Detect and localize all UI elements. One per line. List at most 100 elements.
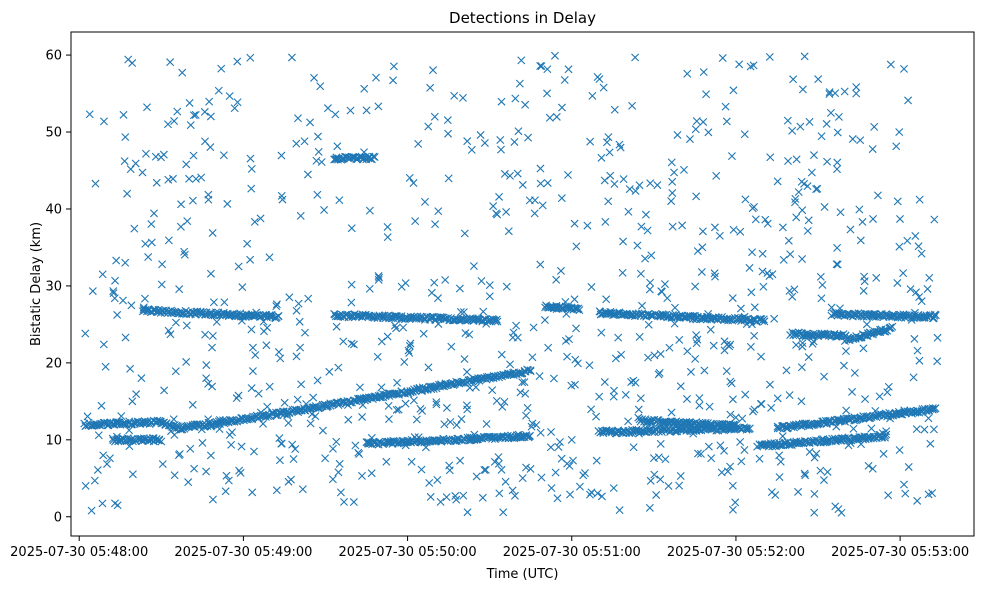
data-point-x-marker — [824, 416, 833, 425]
data-point-x-marker — [546, 443, 555, 452]
data-point-x-marker — [859, 286, 868, 295]
data-point-x-marker — [331, 110, 340, 119]
data-point-x-marker — [168, 174, 177, 183]
data-point-x-marker — [834, 332, 843, 341]
y-tick-label: 60 — [45, 49, 62, 64]
data-point-x-marker — [797, 397, 806, 406]
data-point-x-marker — [645, 503, 654, 512]
data-point-x-marker — [460, 229, 469, 238]
data-point-x-marker — [692, 117, 701, 126]
data-point-x-marker — [409, 179, 418, 188]
data-point-x-marker — [702, 90, 711, 99]
data-point-x-marker — [217, 64, 226, 73]
data-point-x-marker — [614, 333, 623, 342]
data-point-x-marker — [98, 499, 107, 508]
data-point-x-marker — [349, 340, 358, 349]
data-point-x-marker — [348, 153, 357, 162]
data-point-x-marker — [765, 380, 774, 389]
data-point-x-marker — [650, 470, 659, 479]
data-point-x-marker — [867, 424, 876, 433]
data-point-x-marker — [137, 374, 146, 383]
data-point-x-marker — [560, 76, 569, 84]
data-point-x-marker — [798, 206, 807, 215]
data-point-x-marker — [700, 366, 709, 375]
data-point-x-marker — [131, 159, 140, 168]
data-point-x-marker — [427, 288, 436, 297]
x-tick-label: 2025-07-30 05:52:00 — [667, 545, 805, 560]
data-point-x-marker — [127, 301, 136, 310]
data-point-x-marker — [478, 316, 487, 325]
data-point-x-marker — [522, 432, 531, 441]
x-tick-label: 2025-07-30 05:53:00 — [831, 545, 969, 560]
data-point-x-marker — [99, 340, 108, 349]
data-point-x-marker — [911, 232, 920, 240]
data-point-x-marker — [816, 466, 825, 475]
data-point-x-marker — [287, 53, 296, 62]
y-tick-label: 20 — [45, 356, 62, 371]
data-point-x-marker — [247, 325, 256, 334]
data-point-x-marker — [334, 468, 343, 477]
data-point-x-marker — [923, 284, 932, 293]
data-point-x-marker — [496, 136, 505, 144]
data-point-x-marker — [543, 65, 552, 74]
data-point-x-marker — [247, 384, 256, 393]
data-point-x-marker — [738, 414, 747, 423]
data-point-x-marker — [618, 268, 627, 277]
data-point-x-marker — [130, 224, 139, 233]
data-point-x-marker — [817, 132, 826, 141]
data-point-x-marker — [595, 392, 604, 401]
data-point-x-marker — [751, 215, 760, 224]
data-point-x-marker — [879, 449, 888, 458]
data-point-x-marker — [293, 114, 302, 123]
data-point-x-marker — [430, 112, 439, 121]
data-point-x-marker — [729, 86, 738, 95]
data-points — [80, 51, 942, 517]
data-point-x-marker — [810, 508, 819, 517]
data-point-x-marker — [288, 440, 297, 449]
data-point-x-marker — [360, 84, 369, 93]
data-point-x-marker — [197, 173, 206, 182]
data-point-x-marker — [346, 106, 355, 115]
data-point-x-marker — [121, 133, 130, 142]
data-point-x-marker — [109, 289, 118, 298]
data-point-x-marker — [309, 393, 318, 402]
data-point-x-marker — [833, 260, 842, 269]
data-point-x-marker — [292, 139, 301, 148]
data-point-x-marker — [416, 404, 425, 413]
data-point-x-marker — [223, 199, 232, 208]
data-point-x-marker — [259, 419, 268, 428]
data-point-x-marker — [180, 250, 189, 259]
data-point-x-marker — [518, 180, 527, 189]
data-point-x-marker — [426, 313, 435, 322]
data-point-x-marker — [124, 55, 133, 64]
x-axis-ticks: 2025-07-30 05:48:00 2025-07-30 05:49:00 20… — [10, 536, 969, 560]
data-point-x-marker — [551, 468, 560, 477]
data-point-x-marker — [904, 462, 913, 471]
data-point-x-marker — [123, 189, 132, 198]
data-point-x-marker — [300, 137, 309, 146]
data-point-x-marker — [834, 112, 843, 121]
data-point-x-marker — [535, 372, 544, 381]
data-point-x-marker — [83, 412, 92, 421]
data-point-x-marker — [621, 390, 630, 399]
data-point-x-marker — [656, 475, 665, 484]
data-point-x-marker — [469, 262, 478, 271]
data-point-x-marker — [930, 215, 939, 224]
data-point-x-marker — [782, 366, 791, 375]
data-point-x-marker — [786, 250, 795, 259]
data-point-x-marker — [617, 350, 626, 359]
data-point-x-marker — [868, 145, 877, 154]
data-point-x-marker — [426, 83, 435, 92]
data-point-x-marker — [126, 364, 135, 373]
data-point-x-marker — [347, 224, 356, 233]
data-point-x-marker — [285, 293, 294, 302]
data-point-x-marker — [631, 378, 640, 387]
data-point-x-marker — [545, 113, 554, 122]
data-point-x-marker — [573, 359, 582, 368]
data-point-x-marker — [425, 478, 434, 487]
data-point-x-marker — [727, 152, 736, 161]
data-point-x-marker — [691, 354, 700, 363]
data-point-x-marker — [233, 57, 242, 66]
data-point-x-marker — [832, 260, 841, 269]
data-point-x-marker — [246, 53, 255, 62]
